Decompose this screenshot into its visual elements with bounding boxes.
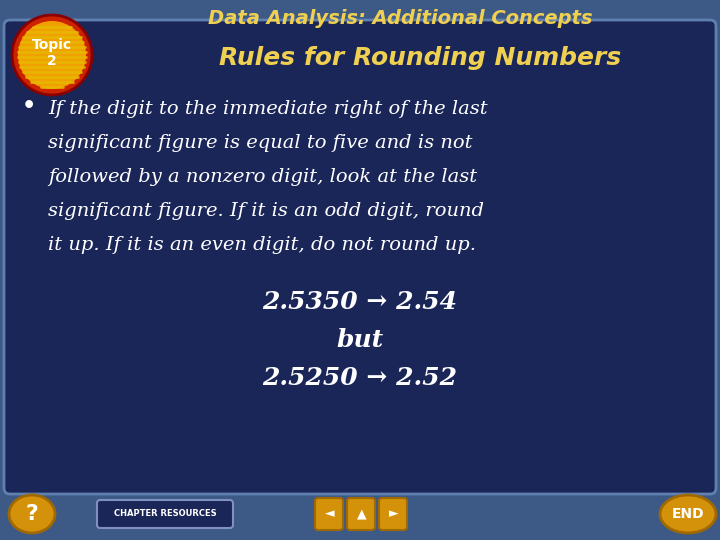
Text: END: END <box>672 507 704 521</box>
Text: 2.5350 → 2.54: 2.5350 → 2.54 <box>263 290 457 314</box>
Ellipse shape <box>660 495 716 533</box>
Text: 2.5250 → 2.52: 2.5250 → 2.52 <box>263 366 457 390</box>
FancyBboxPatch shape <box>97 500 233 528</box>
Text: significant figure. If it is an odd digit, round: significant figure. If it is an odd digi… <box>48 202 484 220</box>
Text: Rules for Rounding Numbers: Rules for Rounding Numbers <box>219 46 621 70</box>
Text: significant figure is equal to five and is not: significant figure is equal to five and … <box>48 134 472 152</box>
Text: but: but <box>336 328 384 352</box>
Circle shape <box>18 21 86 89</box>
FancyBboxPatch shape <box>4 20 716 494</box>
Text: it up. If it is an even digit, do not round up.: it up. If it is an even digit, do not ro… <box>48 236 476 254</box>
Text: ◄: ◄ <box>325 508 335 521</box>
Text: Data Analysis: Additional Concepts: Data Analysis: Additional Concepts <box>207 9 593 28</box>
Text: ▲: ▲ <box>357 508 366 521</box>
Text: ►: ► <box>390 508 399 521</box>
Text: •: • <box>22 96 36 116</box>
Text: Topic
2: Topic 2 <box>32 38 72 68</box>
FancyBboxPatch shape <box>315 498 343 530</box>
Bar <box>0 488 720 540</box>
Text: CHAPTER RESOURCES: CHAPTER RESOURCES <box>114 510 216 518</box>
FancyBboxPatch shape <box>347 498 375 530</box>
Text: followed by a nonzero digit, look at the last: followed by a nonzero digit, look at the… <box>48 168 477 186</box>
Text: If the digit to the immediate right of the last: If the digit to the immediate right of t… <box>48 100 487 118</box>
Text: ?: ? <box>26 504 38 524</box>
FancyBboxPatch shape <box>379 498 407 530</box>
Ellipse shape <box>9 495 55 533</box>
Circle shape <box>12 15 92 95</box>
